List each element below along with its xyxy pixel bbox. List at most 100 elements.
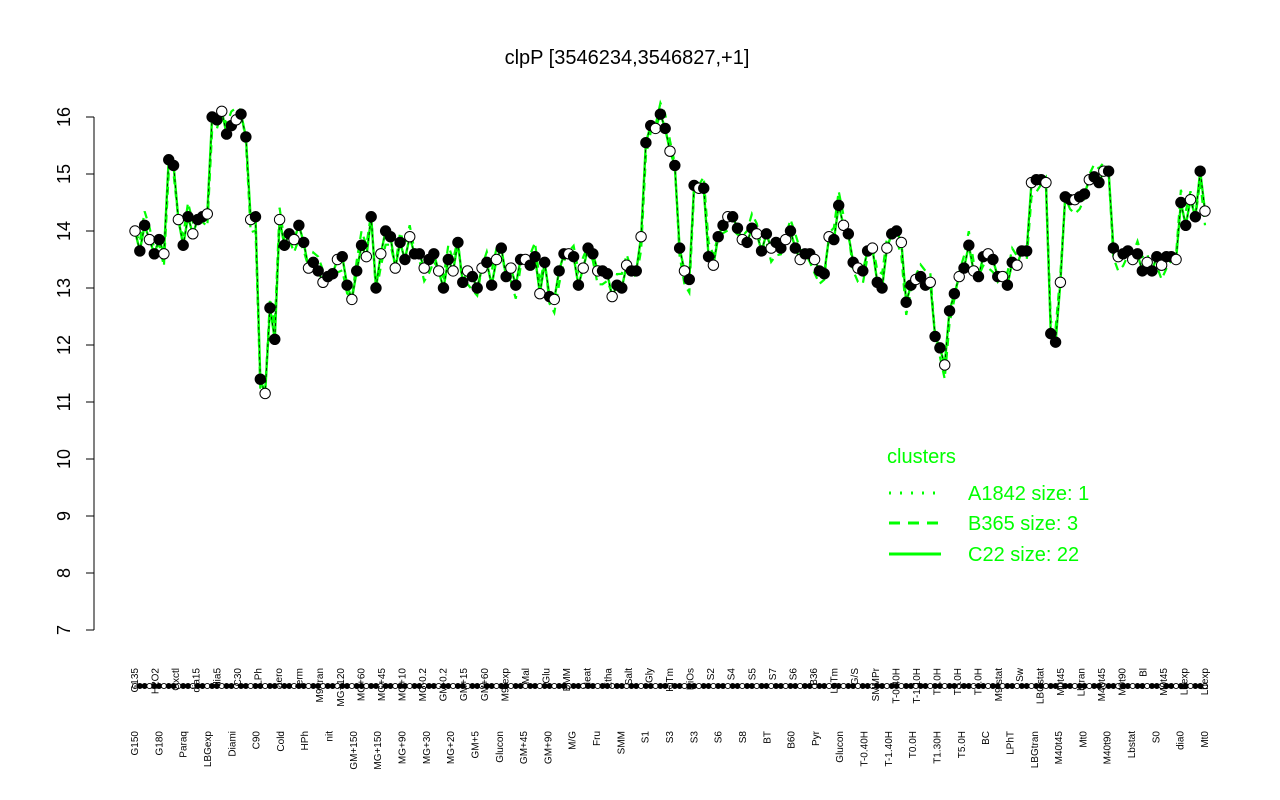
x-tick-label: H2O2 — [151, 668, 162, 695]
x-tick-label: M0t90 — [1118, 668, 1129, 696]
data-point — [177, 239, 189, 251]
data-point — [312, 265, 324, 277]
data-point — [972, 270, 985, 283]
data-point — [890, 225, 903, 237]
x-tick-label: LBGtran — [1030, 731, 1041, 768]
x-tick-label: T-1.40H — [884, 731, 895, 767]
data-point — [726, 211, 739, 223]
data-point — [698, 182, 710, 194]
x-tick-label: T-0.40H — [891, 668, 902, 704]
x-tick-label: HPh — [300, 731, 311, 750]
data-point — [572, 279, 585, 291]
x-tick-label: S4 — [727, 668, 738, 681]
data-point — [1078, 188, 1091, 200]
series-line-b365 — [133, 99, 1207, 396]
x-tick-label: GM-0.2 — [439, 668, 450, 702]
x-tick-label: S8 — [738, 731, 749, 744]
x-tick-label: B60 — [787, 731, 798, 749]
data-point — [1001, 279, 1014, 291]
data-point — [216, 105, 228, 118]
legend-entry-b365: B365 size: 3 — [968, 513, 1078, 535]
data-point — [269, 333, 281, 345]
x-tick-label: GM+150 — [349, 731, 360, 770]
data-point — [1141, 256, 1153, 269]
legend-entry-a1842: A1842 size: 1 — [968, 483, 1089, 505]
x-tick-label: T3.0H — [953, 668, 964, 695]
x-tick-label: M40t45 — [1097, 668, 1108, 702]
data-point — [399, 253, 411, 266]
y-tick-label: 14 — [54, 221, 74, 241]
data-point — [1093, 176, 1105, 189]
x-tick-label: Gly — [644, 668, 655, 683]
data-point — [153, 233, 165, 246]
data-point — [943, 305, 956, 317]
data-point — [326, 268, 339, 280]
x-tick-label: LBGexp — [203, 731, 214, 768]
x-tick-label: G135 — [130, 668, 141, 693]
y-tick-label: 16 — [54, 107, 74, 127]
x-tick-label: MG+150 — [373, 731, 384, 770]
data-point — [881, 242, 893, 254]
legend-entry-c22: C22 size: 22 — [968, 544, 1079, 566]
x-tick-label: Paraq — [179, 731, 190, 758]
data-point — [963, 239, 975, 251]
x-tick-label: S6 — [788, 668, 799, 681]
data-point — [297, 236, 310, 249]
data-point — [1131, 248, 1144, 260]
data-point — [924, 276, 936, 288]
x-tick-label: Lbexp — [1200, 668, 1211, 696]
x-tick-label: T5.0H — [957, 731, 968, 758]
data-point — [895, 236, 908, 249]
x-tick-label: BT — [762, 731, 773, 744]
x-tick-label: nit — [325, 731, 336, 742]
x-tick-label: GM+5 — [470, 731, 481, 759]
x-tick-label: M9-exp — [500, 668, 511, 702]
data-point — [775, 242, 787, 254]
data-point — [538, 256, 551, 269]
x-tick-label: Fru — [592, 731, 603, 746]
data-point — [249, 211, 262, 223]
x-tick-label: T1.30H — [933, 731, 944, 764]
x-tick-label: S7 — [768, 668, 779, 681]
data-point — [953, 270, 965, 283]
data-point — [500, 270, 512, 283]
data-point — [457, 276, 469, 288]
data-point — [828, 233, 840, 246]
data-point — [264, 302, 276, 314]
x-tick-label: Sw — [1015, 667, 1026, 682]
x-tick-label: SMM — [616, 731, 627, 754]
data-point — [1194, 165, 1206, 177]
x-tick-label: Mt0 — [1200, 731, 1211, 748]
x-tick-label: ferm — [295, 668, 306, 688]
data-point — [996, 270, 1009, 283]
data-point — [143, 233, 156, 246]
data-point — [548, 293, 561, 306]
x-tick-label: GM+45 — [519, 731, 530, 765]
data-point — [587, 248, 599, 260]
data-point — [505, 262, 517, 274]
data-point — [307, 256, 320, 269]
x-tick-label: M40t90 — [1103, 731, 1114, 765]
data-point — [510, 279, 522, 291]
data-point — [929, 330, 941, 343]
x-axis-marker — [1201, 682, 1209, 690]
data-point — [1040, 176, 1052, 189]
data-point — [1175, 196, 1187, 209]
data-point — [707, 259, 720, 271]
y-tick-label: 13 — [54, 278, 74, 298]
x-tick-label: MG+20 — [446, 731, 457, 765]
x-tick-label: S1 — [641, 731, 652, 744]
x-tick-label: Mal — [521, 668, 532, 684]
data-point — [606, 290, 618, 303]
data-point — [987, 253, 999, 266]
x-tick-label: Glucon — [495, 731, 506, 763]
data-point — [365, 211, 377, 223]
data-point — [616, 282, 628, 294]
plot-area — [129, 99, 1211, 400]
x-tick-label: Salt — [624, 668, 635, 685]
x-tick-label: G150 — [130, 731, 141, 756]
data-point — [842, 228, 855, 240]
data-point — [375, 248, 387, 260]
data-point — [187, 228, 199, 240]
